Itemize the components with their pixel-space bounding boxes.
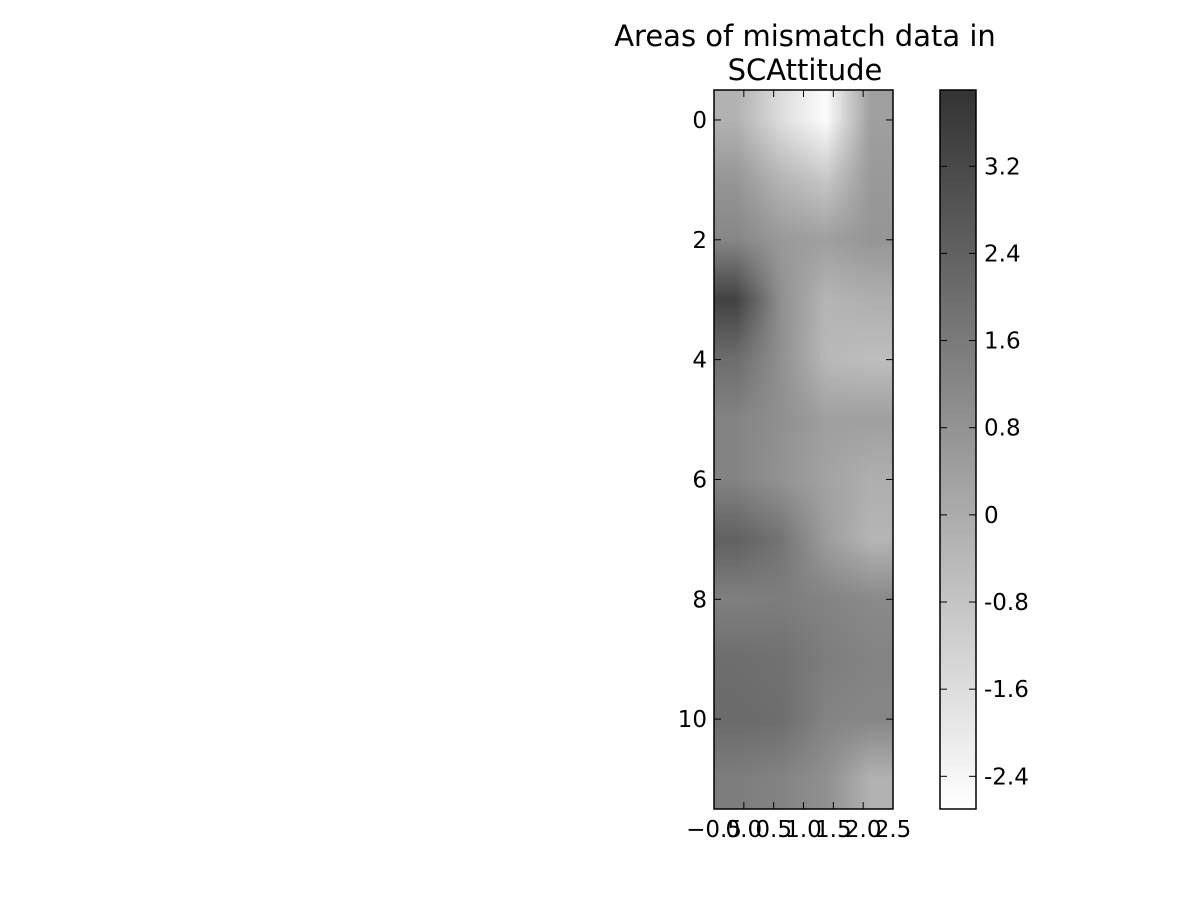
x-tick-label: 0.5	[755, 817, 792, 843]
heatmap-frame	[713, 89, 894, 810]
colorbar-tick-label: -2.4	[984, 764, 1029, 790]
y-tick-label: 10	[678, 707, 707, 733]
x-axis: −0.50.00.51.01.52.02.5	[686, 90, 911, 843]
colorbar-tick-label: 2.4	[984, 241, 1021, 267]
chart-title-line-2: SCAttitude	[727, 53, 883, 87]
heatmap-axes	[713, 89, 894, 810]
colorbar-bar	[939, 89, 977, 810]
colorbar-tick-label: 0	[984, 503, 999, 529]
chart-title-line-1: Areas of mismatch data in	[614, 19, 996, 53]
y-tick-label: 6	[692, 467, 707, 493]
heatmap-image	[714, 90, 893, 809]
y-tick-label: 0	[692, 108, 707, 134]
x-tick-label: 2.0	[845, 817, 882, 843]
colorbar-tick-label: -1.6	[984, 677, 1029, 703]
colorbar-tick-label: 1.6	[984, 329, 1021, 355]
x-tick-label: 1.5	[815, 817, 852, 843]
y-tick-label: 8	[692, 587, 707, 613]
colorbar-tick-label: 3.2	[984, 154, 1021, 180]
colorbar-tick-label: 0.8	[984, 416, 1021, 442]
x-tick-label: 1.0	[785, 817, 822, 843]
x-tick-label: −0.5	[686, 817, 742, 843]
y-tick-label: 2	[692, 228, 707, 254]
y-axis: 0 2 4 6 8 10	[678, 108, 893, 733]
y-tick-label: 4	[692, 348, 707, 374]
colorbar: -2.4 -1.6 -0.8 0 0.8 1.6 2.4 3.2	[939, 89, 1029, 810]
x-tick-label: 0.0	[726, 817, 763, 843]
colorbar-tick-label: -0.8	[984, 590, 1029, 616]
x-tick-label: 2.5	[875, 817, 912, 843]
